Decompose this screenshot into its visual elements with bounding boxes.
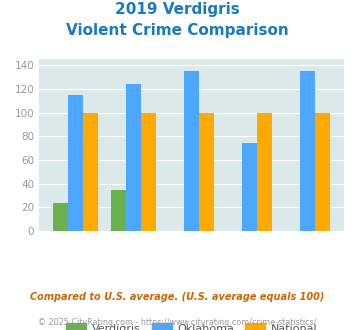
Bar [257,113,272,231]
Bar [184,71,199,231]
Legend: Verdigris, Oklahoma, National: Verdigris, Oklahoma, National [62,319,322,330]
Bar [199,113,214,231]
Bar [53,203,68,231]
Bar [242,144,257,231]
Text: Violent Crime Comparison: Violent Crime Comparison [66,23,289,38]
Bar [315,113,331,231]
Text: 2019 Verdigris: 2019 Verdigris [115,2,240,16]
Bar [83,113,98,231]
Bar [126,84,141,231]
Bar [300,71,315,231]
Bar [68,95,83,231]
Bar [111,189,126,231]
Text: © 2025 CityRating.com - https://www.cityrating.com/crime-statistics/: © 2025 CityRating.com - https://www.city… [38,318,317,327]
Text: Compared to U.S. average. (U.S. average equals 100): Compared to U.S. average. (U.S. average … [30,292,325,302]
Bar [141,113,156,231]
